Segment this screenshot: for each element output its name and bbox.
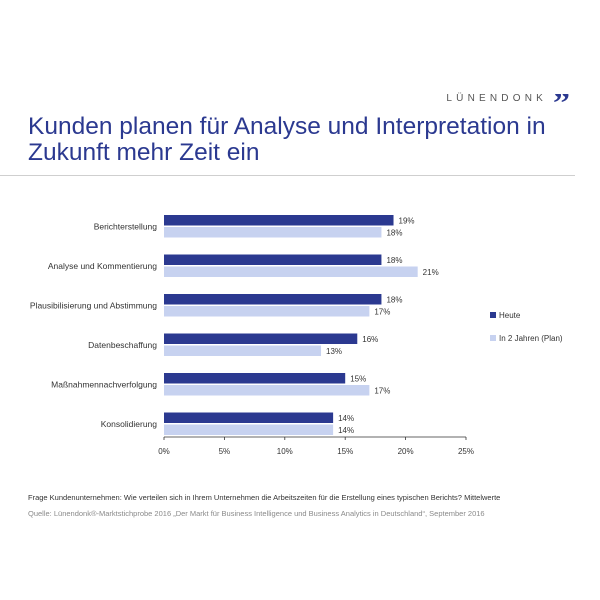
data-label: 13% — [326, 347, 342, 356]
x-tick-label: 25% — [458, 447, 474, 456]
bar-heute — [164, 215, 394, 226]
bar-heute — [164, 333, 358, 344]
bar-heute — [164, 294, 382, 305]
legend-swatch-heute — [490, 312, 496, 318]
bar-plan — [164, 345, 322, 356]
category-label: Plausibilisierung und Abstimmung — [30, 300, 157, 310]
category-label: Datenbeschaffung — [88, 340, 157, 350]
bar-heute — [164, 373, 346, 384]
bar-plan — [164, 227, 382, 238]
category-label: Berichterstellung — [94, 221, 158, 231]
data-label: 18% — [386, 229, 402, 238]
bar-plan — [164, 266, 418, 277]
category-label: Konsolidierung — [101, 419, 158, 429]
source-note: Quelle: Lünendonk®-Marktstichprobe 2016 … — [28, 509, 485, 518]
bar-plan — [164, 385, 370, 396]
brand-quote-icon: ” — [553, 94, 570, 114]
data-label: 19% — [399, 217, 415, 226]
bar-heute — [164, 254, 382, 265]
brand-name: LÜNENDONK — [446, 92, 547, 104]
data-label: 21% — [423, 268, 439, 277]
bar-plan — [164, 424, 334, 435]
data-label: 15% — [350, 375, 366, 384]
x-tick-label: 15% — [337, 447, 353, 456]
bar-plan — [164, 306, 370, 317]
x-tick-label: 20% — [398, 447, 414, 456]
x-tick-label: 0% — [158, 447, 170, 456]
survey-question-footnote: Frage Kundenunternehmen: Wie verteilen s… — [28, 493, 501, 502]
brand-logo: LÜNENDONK ” — [446, 88, 570, 115]
title-divider — [0, 175, 575, 176]
legend-label: Heute — [499, 311, 521, 320]
category-label: Maßnahmennachverfolgung — [51, 379, 157, 389]
legend-label: In 2 Jahren (Plan) — [499, 334, 563, 343]
page-title: Kunden planen für Analyse und Interpreta… — [28, 113, 546, 166]
x-tick-label: 10% — [277, 447, 293, 456]
data-label: 16% — [362, 335, 378, 344]
data-label: 18% — [386, 296, 402, 305]
data-label: 18% — [386, 256, 402, 265]
bar-heute — [164, 412, 334, 423]
data-label: 17% — [374, 308, 390, 317]
data-label: 17% — [374, 387, 390, 396]
x-tick-label: 5% — [219, 447, 231, 456]
legend-swatch-plan — [490, 335, 496, 341]
category-label: Analyse und Kommentierung — [48, 261, 157, 271]
data-label: 14% — [338, 414, 354, 423]
data-label: 14% — [338, 426, 354, 435]
